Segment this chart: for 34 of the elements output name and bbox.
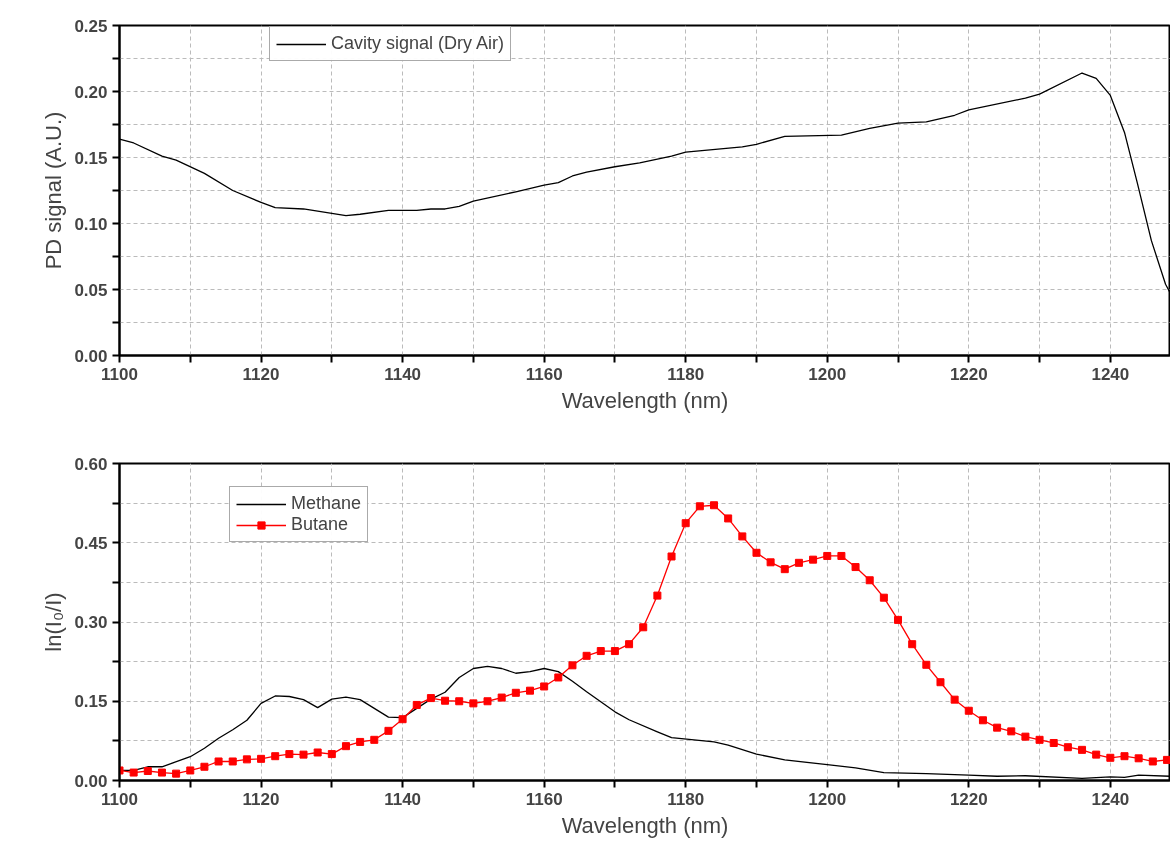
- x-tick-label: 1200: [808, 789, 847, 809]
- y-tick-label: 0.25: [74, 16, 108, 36]
- x-tick-label: 1220: [949, 364, 988, 384]
- x-tick-label: 1140: [384, 364, 422, 384]
- x-tick-label: 1120: [242, 364, 280, 384]
- x-tick-label: 1140: [384, 789, 422, 809]
- x-tick-label: 1120: [242, 789, 280, 809]
- y-tick-label: 0.60: [74, 454, 108, 474]
- x-tick-label: 1100: [101, 364, 138, 384]
- x-tick-label: 1180: [667, 789, 705, 809]
- y-axis-title: PD signal (A.U.): [41, 111, 67, 270]
- y-tick-label: 0.00: [74, 771, 108, 791]
- x-axis-title: Wavelength (nm): [561, 812, 729, 838]
- y-tick-label: 0.05: [74, 280, 108, 300]
- y-tick-label: 0.20: [74, 82, 108, 102]
- x-tick-label: 1160: [525, 364, 563, 384]
- x-tick-label: 1240: [1091, 789, 1130, 809]
- x-tick-label: 1220: [949, 789, 988, 809]
- x-tick-label: 1240: [1091, 364, 1130, 384]
- x-tick-label: 1200: [808, 364, 847, 384]
- legend-label: Butane: [291, 514, 349, 535]
- legend-label: Cavity signal (Dry Air): [331, 33, 505, 54]
- y-tick-label: 0.15: [74, 692, 108, 712]
- x-axis-title: Wavelength (nm): [561, 387, 729, 413]
- x-tick-label: 1160: [525, 789, 563, 809]
- y-tick-label: 0.10: [74, 214, 108, 234]
- y-axis-title: ln(I₀/I): [41, 592, 67, 652]
- y-tick-label: 0.15: [74, 148, 108, 168]
- y-tick-label: 0.00: [74, 346, 108, 366]
- y-tick-label: 0.30: [74, 613, 108, 632]
- x-tick-label: 1180: [667, 364, 705, 384]
- x-tick-label: 1100: [101, 789, 138, 809]
- y-tick-label: 0.45: [74, 533, 108, 553]
- legend-label: Methane: [291, 493, 362, 514]
